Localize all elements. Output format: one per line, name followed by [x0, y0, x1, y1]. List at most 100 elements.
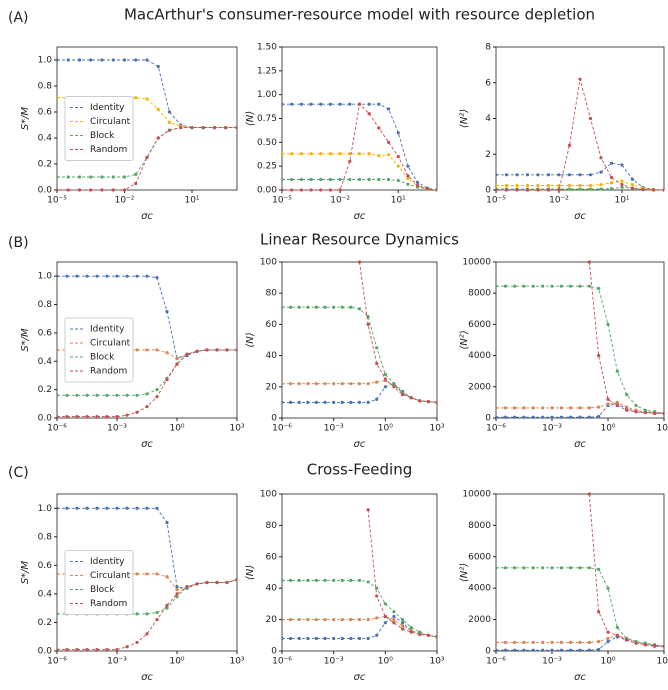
series-line — [359, 261, 437, 403]
data-point — [606, 397, 610, 401]
data-point — [105, 506, 109, 510]
y-axis-label: ⟨N²⟩ — [459, 563, 470, 582]
data-point — [135, 274, 139, 278]
y-tick-label: 10000 — [462, 258, 491, 268]
data-point — [522, 648, 526, 652]
data-point — [165, 603, 169, 607]
x-tick-label: 10⁻³ — [542, 424, 562, 434]
data-point — [340, 578, 344, 582]
data-point — [134, 181, 138, 186]
data-point — [179, 126, 183, 130]
x-tick-label: 10⁰ — [600, 424, 615, 434]
data-point — [522, 640, 526, 644]
data-point — [597, 286, 601, 291]
plot-area — [282, 508, 437, 641]
x-tick-label: 10⁻³ — [107, 424, 127, 434]
data-point — [546, 183, 551, 188]
data-point — [57, 414, 59, 419]
y-tick-label: 1.00 — [257, 90, 277, 100]
data-point — [435, 635, 437, 639]
data-point — [606, 630, 610, 634]
x-tick-label: 10⁻³ — [542, 657, 562, 667]
data-point — [349, 578, 353, 582]
data-point — [145, 612, 149, 616]
data-point — [155, 618, 159, 622]
legend-label: Circulant — [90, 571, 131, 581]
panel-label: (C) — [8, 465, 29, 481]
data-point — [400, 621, 405, 625]
data-point — [634, 410, 638, 414]
data-point — [175, 592, 179, 596]
data-point — [367, 102, 371, 106]
data-point — [323, 578, 327, 582]
data-point — [567, 143, 572, 147]
data-point — [357, 636, 362, 641]
data-point — [386, 177, 391, 182]
data-point — [643, 643, 647, 647]
data-point — [383, 372, 387, 376]
data-point — [145, 155, 149, 160]
legend-box — [64, 550, 134, 615]
data-point — [289, 618, 293, 622]
data-point — [167, 120, 172, 124]
data-point — [615, 369, 619, 373]
data-point — [282, 152, 284, 156]
data-point — [306, 618, 310, 622]
plot-area — [496, 260, 664, 419]
data-point — [125, 413, 129, 417]
data-point — [155, 348, 159, 352]
data-point — [546, 173, 551, 177]
data-point — [125, 506, 129, 510]
legend-box — [64, 96, 134, 161]
data-point — [155, 395, 159, 399]
y-tick-label: 0.50 — [257, 138, 277, 148]
data-point — [513, 415, 517, 419]
data-point — [77, 188, 82, 192]
data-point — [314, 382, 319, 386]
y-axis-label: ⟨N²⟩ — [459, 109, 470, 128]
data-point — [135, 612, 139, 616]
data-point — [541, 415, 545, 419]
y-tick-label: 0.0 — [38, 414, 53, 424]
data-point — [309, 177, 313, 182]
data-point — [513, 640, 517, 644]
data-point — [641, 188, 645, 192]
data-point — [299, 177, 303, 182]
data-point — [366, 580, 370, 584]
data-point — [165, 310, 169, 314]
data-point — [95, 414, 99, 419]
data-point — [406, 182, 410, 186]
y-axis-label: ⟨N⟩ — [245, 332, 256, 347]
data-point — [314, 618, 319, 622]
data-point — [588, 183, 593, 188]
x-tick-label: 10⁻⁶ — [486, 424, 506, 434]
data-point — [550, 406, 554, 410]
x-axis-label: σc — [141, 439, 153, 450]
data-point — [156, 107, 160, 111]
data-point — [599, 187, 603, 191]
data-point — [185, 585, 189, 589]
y-tick-label: 1.0 — [38, 504, 53, 514]
data-point — [145, 572, 149, 576]
x-tick-label: 10³ — [429, 424, 444, 434]
y-tick-label: 1.0 — [38, 272, 53, 282]
legend-label: Block — [90, 585, 115, 595]
data-point — [349, 305, 353, 309]
plot-frame — [281, 493, 438, 652]
data-point — [332, 305, 336, 309]
data-point — [57, 175, 59, 179]
series-line — [282, 153, 437, 191]
x-tick-label: 10⁻⁵ — [47, 196, 67, 206]
data-point — [340, 618, 344, 622]
y-tick-label: 0.25 — [257, 162, 277, 172]
data-point — [323, 382, 327, 386]
data-point — [319, 188, 323, 192]
series-line — [496, 162, 664, 191]
data-point — [57, 348, 59, 352]
data-point — [348, 177, 352, 182]
data-point — [95, 274, 99, 278]
y-tick-label: 0.8 — [38, 300, 53, 310]
legend-label: Random — [90, 599, 127, 609]
data-point — [57, 612, 59, 616]
data-point — [435, 188, 437, 192]
